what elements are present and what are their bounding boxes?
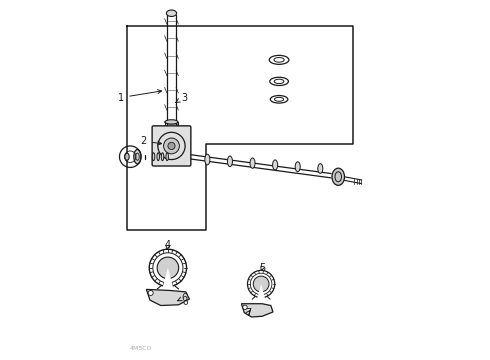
Ellipse shape bbox=[134, 149, 141, 164]
Circle shape bbox=[157, 257, 179, 279]
Circle shape bbox=[164, 138, 179, 154]
Ellipse shape bbox=[161, 153, 164, 161]
Ellipse shape bbox=[166, 153, 169, 161]
Circle shape bbox=[168, 142, 175, 149]
Text: 4M5CO: 4M5CO bbox=[130, 346, 152, 351]
Ellipse shape bbox=[318, 164, 323, 174]
Ellipse shape bbox=[227, 156, 232, 167]
Circle shape bbox=[184, 301, 188, 305]
Polygon shape bbox=[242, 304, 273, 317]
Ellipse shape bbox=[205, 154, 210, 165]
Text: 2: 2 bbox=[141, 136, 162, 146]
Ellipse shape bbox=[167, 10, 176, 17]
Ellipse shape bbox=[295, 162, 300, 172]
Circle shape bbox=[148, 291, 153, 296]
Polygon shape bbox=[147, 289, 190, 306]
Circle shape bbox=[243, 305, 247, 310]
Wedge shape bbox=[257, 284, 265, 299]
Ellipse shape bbox=[272, 160, 278, 170]
Circle shape bbox=[253, 276, 269, 292]
Ellipse shape bbox=[165, 120, 178, 124]
Ellipse shape bbox=[332, 168, 344, 185]
Text: 3: 3 bbox=[175, 93, 187, 103]
Text: 7: 7 bbox=[245, 309, 251, 318]
Ellipse shape bbox=[152, 153, 155, 161]
FancyBboxPatch shape bbox=[152, 126, 191, 166]
Text: 1: 1 bbox=[118, 90, 162, 103]
Ellipse shape bbox=[157, 153, 159, 161]
Text: 5: 5 bbox=[259, 263, 266, 273]
Ellipse shape bbox=[250, 158, 255, 168]
Text: 6: 6 bbox=[178, 293, 187, 303]
Wedge shape bbox=[163, 268, 173, 288]
Ellipse shape bbox=[125, 153, 129, 160]
Text: 4: 4 bbox=[165, 240, 171, 250]
